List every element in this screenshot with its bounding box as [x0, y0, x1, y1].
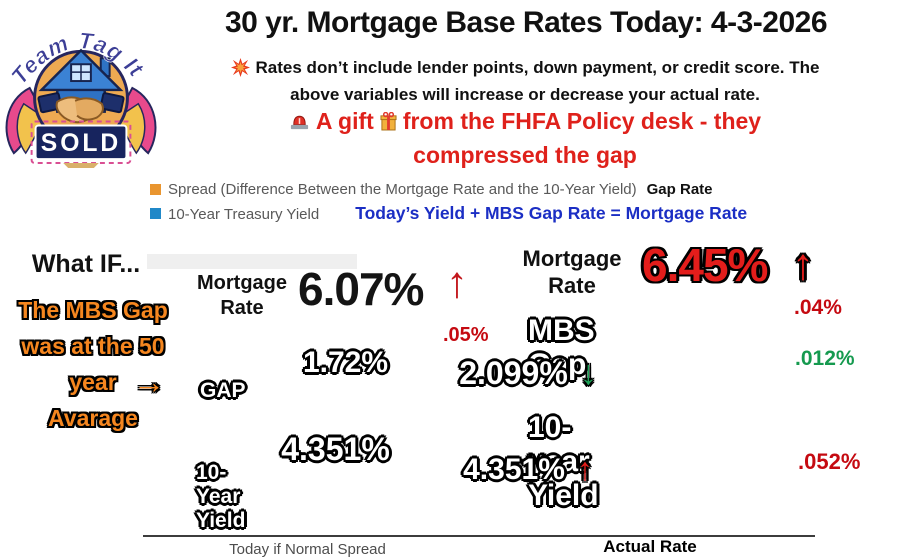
- gap-rate-label: Gap Rate: [646, 181, 713, 198]
- annotation-line1: The MBS Gap: [18, 297, 168, 323]
- siren-icon: [290, 115, 308, 129]
- logo-banner-border: [30, 120, 132, 164]
- team-tag-it-logo: SOLD Team Tag It: [2, 0, 160, 170]
- x-axis-line: [143, 535, 815, 537]
- logo-sold-text: SOLD: [41, 130, 121, 157]
- bar-actual-rate: MBS Gap 2.099% ↓ 10-year Yield 4.351% ↑: [459, 314, 599, 512]
- page-title: 30 yr. Mortgage Base Rates Today: 4-3-20…: [224, 6, 828, 39]
- right-mortgage-rate-label: Mortgage Rate: [522, 246, 622, 298]
- annotation-line4: Avarage: [48, 405, 138, 431]
- background-band: [147, 254, 357, 269]
- disclaimer-line1: Rates don’t include lender points, down …: [162, 54, 888, 81]
- disclaimer-text-1: Rates don’t include lender points, down …: [255, 58, 820, 77]
- left-mortgage-rate-value: 6.07%: [298, 263, 424, 315]
- yield-legend-swatch: [150, 208, 161, 219]
- mbs-gap-annotation: The MBS Gap was at the 50 year Avarage: [2, 292, 184, 436]
- alert-line2: compressed the gap: [413, 142, 637, 168]
- handshake-icon: [37, 92, 125, 124]
- disclaimer: Rates don’t include lender points, down …: [162, 54, 888, 108]
- right-mortgage-change: .04%: [794, 296, 842, 319]
- left-mortgage-change: .05%: [443, 324, 489, 346]
- logo-banner: [34, 124, 128, 161]
- annotation-line3: year: [69, 369, 117, 395]
- legend-row-spread: Spread (Difference Between the Mortgage …: [150, 181, 713, 198]
- alert-text-pre: A gift: [315, 108, 374, 134]
- spread-legend-label: Spread (Difference Between the Mortgage …: [168, 181, 637, 198]
- annotation-line2: was at the 50: [21, 333, 165, 359]
- left-gap-value: 1.72%: [302, 346, 389, 379]
- alert-line1: A gift from the FHFA Policy desk - they: [160, 108, 890, 135]
- right-yield-change: .052%: [798, 449, 861, 474]
- axis-label-actual-rate: Actual Rate: [603, 537, 697, 556]
- spread-legend-swatch: [150, 184, 161, 195]
- right-up-arrow-icon: ↑: [792, 240, 814, 289]
- disclaimer-text-2: above variables will increase or decreas…: [290, 85, 760, 104]
- left-yield-value: 4.351%: [281, 431, 390, 467]
- bar-today-if-normal-spread: 1.72% GAP 4.351% 10-Year Yield: [188, 345, 433, 536]
- gap-down-arrow-icon: ↓: [579, 354, 597, 392]
- left-gap-label: GAP: [200, 379, 246, 402]
- what-if-heading: What IF...: [31, 250, 141, 278]
- burst-icon: [230, 58, 250, 77]
- gift-icon: [380, 112, 397, 131]
- right-yield-value: 4.351%: [463, 452, 565, 486]
- axis-label-today-if-normal-spread: Today if Normal Spread: [229, 541, 386, 558]
- right-mortgage-rate-value: 6.45%: [642, 239, 768, 291]
- logo-graphic: SOLD Team Tag It: [5, 27, 157, 168]
- yield-legend-label: 10-Year Treasury Yield: [168, 206, 320, 223]
- left-up-arrow-icon: ↑: [446, 258, 468, 307]
- logo-banner-tail: [63, 163, 99, 168]
- right-gap-value: 2.099%: [459, 355, 568, 391]
- alert-text-post: from the FHFA Policy desk - they: [402, 108, 762, 134]
- rate-formula-text: Today’s Yield + MBS Gap Rate = Mortgage …: [355, 203, 748, 223]
- left-yield-label: 10-Year Yield: [196, 461, 246, 532]
- legend-row-yield: 10-Year Treasury Yield Today’s Yield + M…: [150, 203, 747, 224]
- right-arrow-icon: →: [133, 364, 165, 400]
- right-gap-change: .012%: [795, 347, 855, 370]
- yield-up-arrow-icon: ↑: [576, 451, 593, 487]
- left-mortgage-rate-label: Mortgage Rate: [197, 272, 287, 319]
